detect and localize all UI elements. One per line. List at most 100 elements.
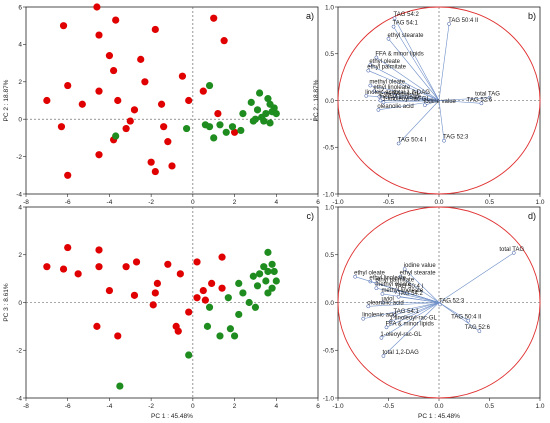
loading-vector [386,302,440,328]
loading-point [396,294,401,299]
y-tick-label: 6 [18,4,22,11]
x-tick-label: 6 [316,403,320,410]
score-point-green [260,263,268,271]
score-point-red [185,96,193,105]
y-tick-label: 0.5 [325,252,334,259]
score-point-red [95,87,103,95]
loading-vector [390,302,440,322]
y-tick-label: 0.0 [325,300,334,307]
score-point-green [228,123,237,131]
score-point-green [247,98,255,106]
loading-label: TAG 50:4 I [398,138,427,144]
loading-point [487,95,492,100]
score-point-red [112,16,120,24]
loading-label: methyl oleate [375,282,411,288]
score-point-green [237,126,245,135]
loading-vector [398,100,440,144]
loading-label: ethyl oleate [354,271,385,277]
x-tick-label: -6 [65,199,71,206]
loading-vector [398,296,440,303]
loading-label: TAG 54:1 [393,21,419,27]
score-point-green [260,117,268,125]
loading-point [381,100,386,105]
score-point-red [153,279,161,287]
loading-label: total 1,2-DAG [394,90,431,96]
loading-point [479,101,484,106]
score-point-red [141,78,149,86]
loading-vector [438,252,514,303]
loading-point [366,68,371,73]
loading-vector [394,302,440,316]
loading-point [381,354,386,358]
loading-label: methyl linoleate [381,288,423,294]
panel-label: d) [528,211,536,221]
correlation-circle [337,206,541,399]
x-tick-label: -8 [23,403,29,410]
loading-point [374,281,379,286]
y-tick-label: 1.0 [325,4,334,11]
score-point-green [264,95,272,103]
loading-label: FFA & minor lipids [375,51,423,57]
loading-vector [395,289,440,303]
loading-point [477,329,482,333]
score-point-red [218,284,226,292]
score-point-red [64,171,72,179]
panel-3 [335,206,541,401]
score-point-green [216,332,224,340]
x-tick-label: 1.0 [535,403,544,410]
score-point-red [95,31,103,39]
loading-label: TAG 50:4 II [451,315,482,321]
loading-vector [376,287,440,303]
loading-label: 1-oleoyl-rac-GL [378,91,420,97]
score-point-green [268,260,276,268]
loading-point [396,141,401,146]
y-axis-label: PC 2 : 18.87% [3,79,10,121]
loading-vector [374,90,440,101]
loading-vector [394,95,440,101]
score-point-red [43,263,51,271]
loading-vector [393,26,440,101]
y-tick-label: -1.0 [323,395,335,402]
panel-1 [335,6,541,197]
y-tick-label: 0.0 [325,98,334,105]
y-tick-label: -2 [16,348,22,355]
score-point-red [193,294,201,302]
loading-vector [370,64,440,101]
score-point-green [230,332,239,340]
loading-label: TAG 50:4 I [395,284,424,290]
x-tick-label: -4 [107,403,113,410]
score-point-red [230,128,239,136]
loading-label: linoleic acid [365,90,396,96]
score-point-green [203,322,212,330]
score-point-red [199,87,207,95]
x-tick-label: -2 [148,403,154,410]
score-point-green [205,303,214,311]
score-point-red [193,258,201,266]
score-point-red [201,296,209,304]
x-tick-label: 4 [274,403,278,410]
score-point-red [95,263,103,271]
loading-label: TAG 54:2 [394,12,420,18]
score-point-green [256,89,264,97]
loading-point [388,319,393,324]
loading-vector [378,100,440,111]
score-point-red [130,106,139,114]
score-point-red [93,322,101,330]
loading-point [380,292,385,296]
score-point-red [122,263,130,271]
y-tick-label: -0.5 [323,145,335,152]
score-point-red [149,301,157,309]
score-point-green [183,124,191,133]
score-point-green [216,121,224,129]
x-tick-label: -4 [107,199,113,206]
y-tick-label: -1.0 [323,191,335,198]
loading-label: TAG 52:3 [439,298,465,304]
panel-label: a) [306,11,314,21]
loading-vector [368,302,440,307]
loading-point [361,316,366,321]
y-tick-label: 4 [18,42,22,49]
loading-vector [363,302,440,320]
loading-point [398,274,403,279]
score-point-red [210,14,218,22]
